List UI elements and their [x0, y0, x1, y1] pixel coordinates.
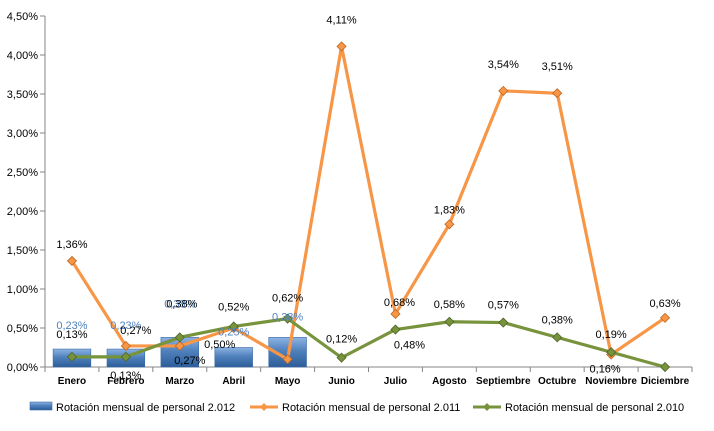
data-label-2011: 0,63% [649, 298, 680, 310]
y-tick-label: 4,00% [7, 50, 38, 62]
x-tick-label: Diciembre [641, 376, 690, 387]
data-label-2011: 0,50% [204, 339, 235, 351]
marker-2011 [120, 340, 131, 352]
data-label-2011: 0,68% [384, 297, 415, 309]
marker-2010 [282, 313, 293, 324]
marker-2010 [606, 347, 617, 358]
data-label-2010: 0,52% [218, 301, 249, 313]
x-tick-label: Julio [384, 376, 407, 387]
x-tick-label: Marzo [165, 376, 194, 387]
y-tick-label: 2,50% [7, 167, 38, 179]
y-tick-label: 3,50% [7, 89, 38, 101]
data-label-2010: 0,13% [110, 370, 141, 382]
legend-label: Rotación mensual de personal 2.012 [56, 402, 235, 414]
data-label-2012: 0,25% [218, 327, 249, 339]
data-label-2011: 0,16% [590, 364, 621, 376]
marker-2011 [282, 354, 293, 365]
y-tick-label: 2,00% [7, 206, 38, 218]
y-tick-label: 1,00% [7, 284, 38, 296]
marker-2011 [390, 308, 401, 320]
data-label-2011: 1,83% [434, 204, 465, 216]
marker-2010 [552, 332, 563, 343]
marker-2011 [444, 219, 455, 230]
marker-2011 [66, 255, 78, 266]
marker-2010 [174, 332, 185, 343]
data-label-2011: 4,11% [326, 14, 357, 26]
marker-2010 [390, 324, 401, 335]
data-label-2010: 0,38% [542, 314, 573, 326]
line-2011 [70, 44, 666, 361]
x-tick-label: Septiembre [476, 376, 531, 387]
x-tick-label: Abril [222, 376, 245, 387]
data-label-2010: 0,38% [166, 298, 197, 310]
data-label-2010: 0,12% [326, 334, 357, 346]
marker-2011 [336, 41, 347, 52]
bar-2012 [214, 347, 253, 368]
line-2010 [71, 317, 666, 369]
y-tick-label: 1,50% [7, 245, 38, 257]
marker-2011 [659, 312, 671, 323]
data-label-2010: 0,57% [488, 300, 519, 312]
marker-2010 [444, 316, 455, 327]
data-label-2010: 0,19% [596, 329, 627, 341]
x-tick-label: Junio [328, 376, 355, 387]
y-tick-label: 0,50% [7, 323, 38, 335]
legend-label: Rotación mensual de personal 2.010 [505, 402, 684, 414]
x-tick-label: Octubre [538, 376, 577, 387]
data-label-2010: 0,13% [56, 329, 87, 341]
x-tick-label: Agosto [432, 376, 466, 387]
data-label-2011: 3,54% [488, 59, 519, 71]
data-label-2011: 1,36% [56, 239, 87, 251]
x-tick-label: Noviembre [585, 376, 637, 387]
marker-2010 [120, 351, 131, 362]
data-label-2010: 0,58% [434, 299, 465, 311]
legend-swatch-marker [260, 403, 268, 411]
data-label-2011: 0,27% [174, 355, 205, 367]
marker-2011 [174, 340, 185, 352]
marker-2010 [228, 321, 239, 332]
x-tick-label: Enero [58, 376, 86, 387]
legend-swatch-marker [483, 403, 491, 411]
marker-2010 [336, 352, 347, 363]
legend-swatch-2012 [29, 401, 53, 411]
marker-2011 [552, 88, 563, 99]
data-label-2012: 0,23% [56, 320, 87, 332]
data-label-2011: 0,27% [120, 325, 151, 337]
marker-2010 [659, 361, 671, 373]
x-tick-label: Febrero [107, 376, 144, 387]
marker-2010 [66, 351, 78, 362]
legend-label: Rotación mensual de personal 2.011 [282, 402, 460, 414]
data-label-2010: 0,48% [394, 340, 425, 352]
data-label-2012: 0,38% [164, 298, 195, 310]
data-label-2011: 3,51% [542, 61, 573, 73]
y-tick-label: 3,00% [7, 128, 38, 140]
marker-2011 [498, 85, 509, 96]
x-tick-label: Mayo [275, 376, 301, 387]
marker-2010 [498, 317, 509, 328]
y-tick-label: 4,50% [7, 11, 38, 23]
data-label-2012: 0,23% [110, 320, 141, 332]
y-tick-label: 0,00% [7, 362, 38, 374]
data-label-2012: 0,38% [272, 311, 303, 323]
data-label-2010: 0,62% [272, 293, 303, 305]
